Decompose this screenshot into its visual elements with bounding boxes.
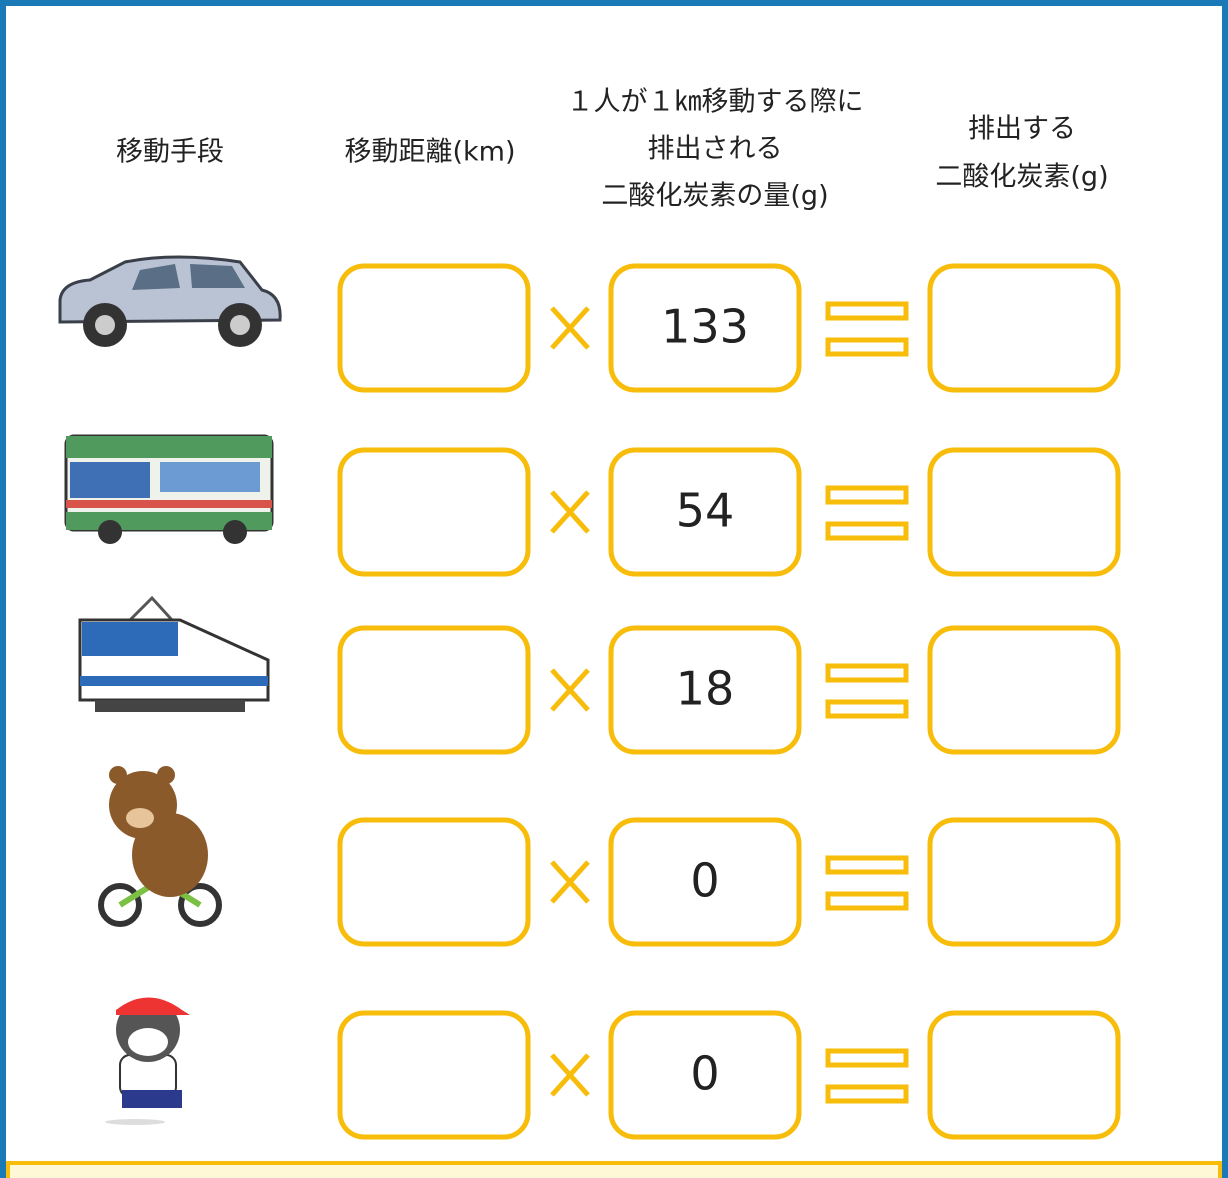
equals-bar xyxy=(825,1048,909,1068)
column-header: 排出される xyxy=(648,134,783,165)
column-header: 二酸化炭素(g) xyxy=(935,162,1108,193)
factor-value: 18 xyxy=(676,662,735,716)
equals-bar xyxy=(825,521,909,541)
rows: 133 54 18 0 0 xyxy=(337,263,1121,1140)
train-icon xyxy=(78,595,270,712)
distance-box xyxy=(337,817,531,947)
row: 0 xyxy=(337,1010,1121,1140)
row: 54 xyxy=(337,447,1121,577)
bus-icon xyxy=(64,434,274,544)
factor-value: 54 xyxy=(676,484,735,538)
column-header: 移動距離(km) xyxy=(344,137,515,168)
result-box xyxy=(927,263,1121,393)
times-sign xyxy=(550,860,590,904)
distance-box xyxy=(337,263,531,393)
factor-box xyxy=(608,817,802,947)
factor-box xyxy=(608,625,802,755)
factor-value: 0 xyxy=(690,1047,719,1101)
distance-box xyxy=(337,625,531,755)
distance-box xyxy=(337,1010,531,1140)
column-header: 移動手段 xyxy=(116,137,224,168)
row: 0 xyxy=(337,817,1121,947)
factor-value: 133 xyxy=(661,300,749,354)
result-box xyxy=(927,817,1121,947)
note-box xyxy=(6,1161,1222,1178)
times-sign xyxy=(550,490,590,534)
factor-value: 0 xyxy=(690,854,719,908)
equals-bar xyxy=(825,337,909,357)
bear-icon xyxy=(98,766,222,927)
column-header: 二酸化炭素の量(g) xyxy=(601,181,828,212)
column-header: １人が１㎞移動する際に xyxy=(567,87,864,118)
result-box xyxy=(927,625,1121,755)
times-sign xyxy=(550,1053,590,1097)
equals-bar xyxy=(825,301,909,321)
times-sign xyxy=(550,306,590,350)
factor-box xyxy=(608,1010,802,1140)
distance-box xyxy=(337,447,531,577)
column-header: 排出する xyxy=(968,114,1076,145)
equals-bar xyxy=(825,699,909,719)
equals-bar xyxy=(825,485,909,505)
equals-bar xyxy=(825,891,909,911)
result-box xyxy=(927,1010,1121,1140)
row: 18 xyxy=(337,625,1121,755)
factor-box xyxy=(608,447,802,577)
cat-icon xyxy=(105,997,190,1125)
equals-bar xyxy=(825,1084,909,1104)
result-box xyxy=(927,447,1121,577)
times-sign xyxy=(550,668,590,712)
equals-bar xyxy=(825,663,909,683)
car-icon xyxy=(58,255,282,347)
factor-box xyxy=(608,263,802,393)
equals-bar xyxy=(825,855,909,875)
row: 133 xyxy=(337,263,1121,393)
